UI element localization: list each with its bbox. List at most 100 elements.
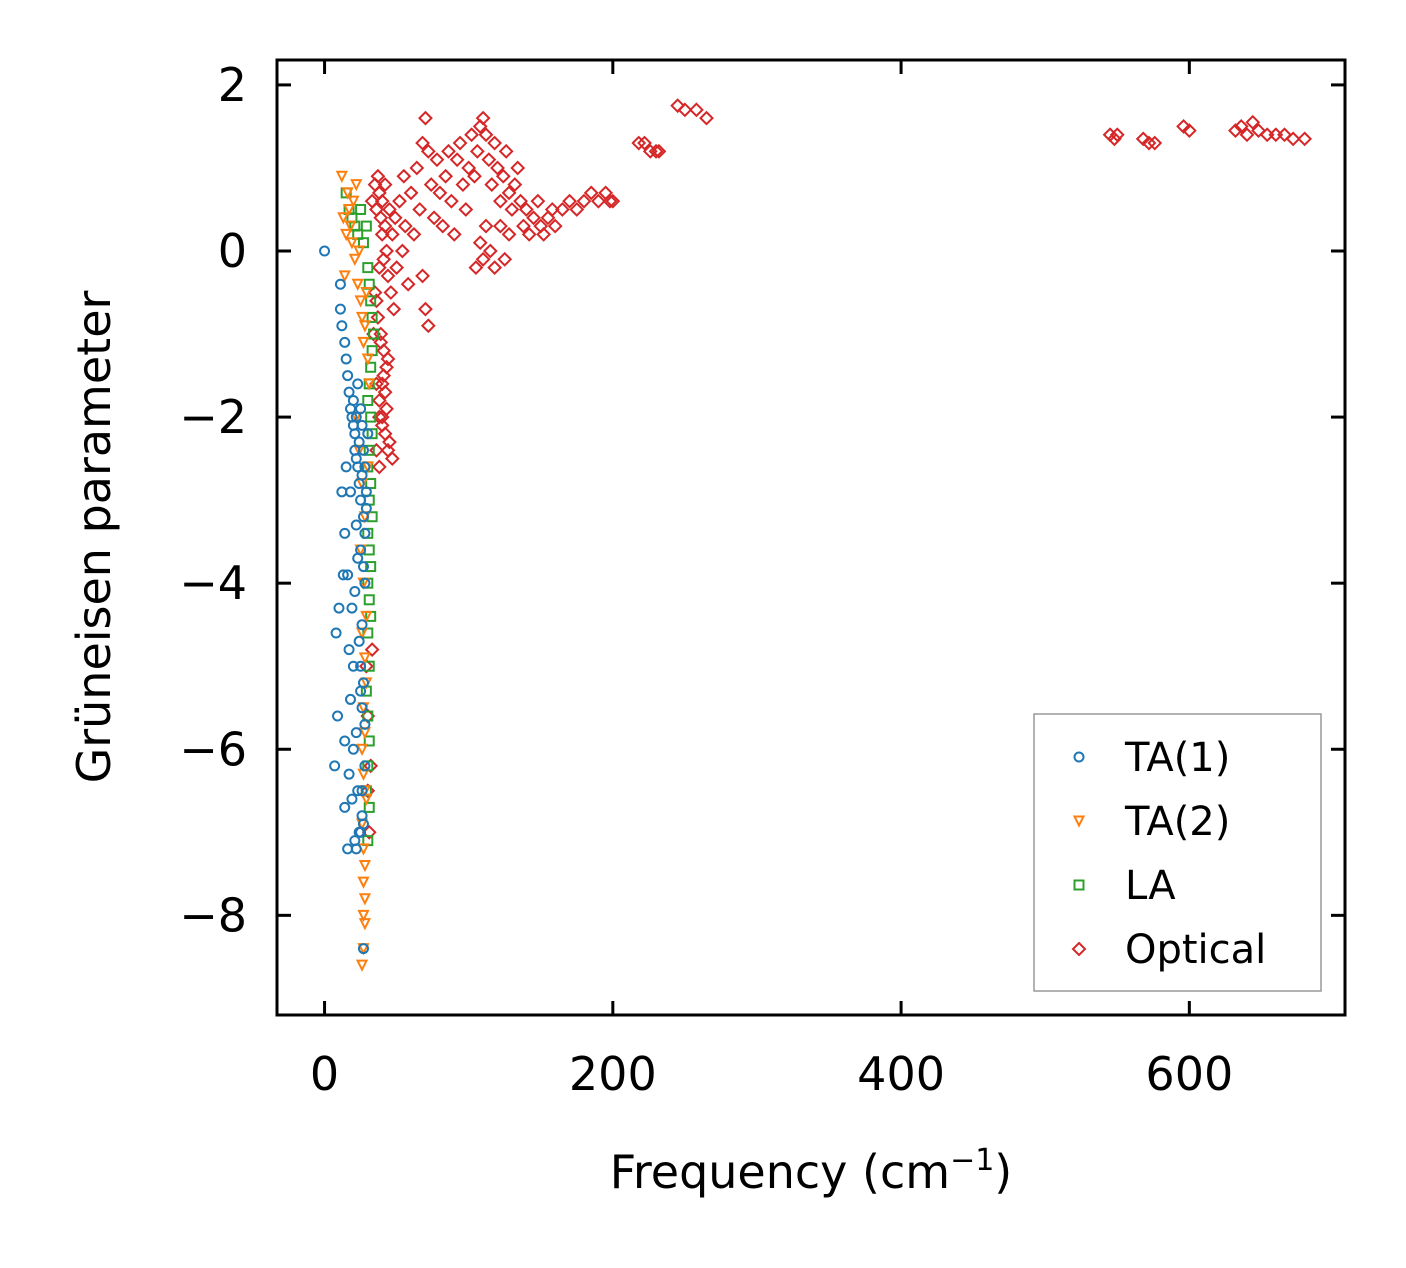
point-ta-1- bbox=[339, 527, 351, 539]
point-optical bbox=[554, 202, 570, 217]
point-optical bbox=[689, 102, 704, 118]
legend-label-optical: Optical bbox=[1125, 927, 1266, 973]
y-tick-label: −2 bbox=[179, 390, 247, 444]
point-optical bbox=[526, 210, 541, 226]
point-optical bbox=[371, 260, 387, 276]
point-ta-1- bbox=[334, 303, 346, 315]
point-optical bbox=[377, 384, 393, 400]
point-optical bbox=[379, 243, 394, 259]
point-optical bbox=[492, 218, 508, 234]
point-la bbox=[363, 801, 375, 813]
point-optical bbox=[371, 393, 387, 408]
point-optical bbox=[426, 210, 442, 226]
point-optical bbox=[475, 251, 491, 267]
point-optical bbox=[602, 193, 618, 209]
legend: TA(1) TA(2) LA Optical bbox=[1033, 713, 1322, 992]
x-tick-label: 400 bbox=[857, 1047, 945, 1101]
point-optical bbox=[501, 226, 517, 242]
point-optical bbox=[386, 301, 402, 317]
point-optical bbox=[547, 218, 563, 234]
point-optical bbox=[569, 202, 585, 217]
point-optical bbox=[497, 251, 513, 267]
point-optical bbox=[510, 160, 526, 176]
point-ta-1- bbox=[357, 561, 369, 573]
point-ta-2- bbox=[355, 959, 369, 972]
point-optical bbox=[377, 218, 393, 234]
x-axis-label: Frequency (cm−1) bbox=[610, 1143, 1013, 1199]
point-optical bbox=[452, 135, 468, 151]
legend-marker-ta-2- bbox=[1072, 815, 1086, 828]
point-optical bbox=[516, 218, 531, 234]
point-la bbox=[355, 203, 367, 215]
point-ta-2- bbox=[337, 212, 350, 225]
point-optical bbox=[490, 160, 505, 176]
point-optical bbox=[420, 143, 436, 159]
point-optical bbox=[472, 235, 488, 251]
point-la bbox=[365, 561, 377, 573]
point-optical bbox=[449, 152, 465, 168]
point-optical bbox=[478, 127, 494, 143]
point-optical bbox=[484, 177, 500, 192]
point-optical bbox=[501, 185, 517, 201]
point-ta-1- bbox=[359, 527, 371, 539]
point-ta-1- bbox=[346, 602, 358, 614]
point-optical bbox=[396, 168, 412, 184]
point-ta-1- bbox=[353, 635, 365, 647]
point-optical bbox=[475, 110, 491, 126]
point-optical bbox=[478, 218, 494, 234]
point-ta-1- bbox=[350, 727, 362, 739]
point-optical bbox=[377, 177, 393, 192]
point-optical bbox=[369, 442, 384, 458]
point-la bbox=[360, 220, 372, 232]
point-optical bbox=[358, 658, 374, 674]
point-optical bbox=[562, 193, 577, 209]
point-optical bbox=[392, 193, 407, 209]
point-ta-1- bbox=[360, 486, 372, 498]
point-optical bbox=[670, 98, 686, 114]
point-optical bbox=[406, 226, 422, 242]
point-ta-1- bbox=[340, 353, 352, 365]
point-ta-2- bbox=[355, 743, 369, 756]
point-ta-1- bbox=[333, 602, 345, 614]
point-optical bbox=[435, 218, 451, 234]
point-ta-1- bbox=[355, 660, 367, 672]
point-optical bbox=[412, 202, 428, 217]
point-ta-1- bbox=[352, 785, 364, 797]
y-tick-label: −6 bbox=[179, 722, 247, 776]
point-optical bbox=[498, 143, 514, 159]
point-ta-1- bbox=[352, 552, 364, 564]
point-optical bbox=[472, 119, 488, 134]
x-axis-label-main: Frequency (cm bbox=[610, 1145, 950, 1199]
x-axis-label-end: ) bbox=[994, 1145, 1012, 1199]
point-optical bbox=[380, 351, 396, 367]
point-ta-1- bbox=[350, 411, 362, 423]
point-ta-1- bbox=[339, 801, 351, 813]
point-ta-1- bbox=[356, 702, 368, 714]
point-ta-2- bbox=[358, 320, 372, 333]
x-tick-label: 200 bbox=[569, 1047, 657, 1101]
data-points-layer bbox=[319, 98, 1313, 972]
series-ta-1- bbox=[319, 245, 374, 955]
y-tick-label: −8 bbox=[179, 888, 247, 942]
point-optical bbox=[1268, 127, 1284, 143]
legend-marker-la bbox=[1073, 879, 1085, 891]
point-ta-1- bbox=[352, 461, 364, 473]
point-ta-2- bbox=[357, 336, 370, 350]
point-optical bbox=[495, 168, 511, 184]
point-ta-1- bbox=[339, 735, 351, 747]
point-optical bbox=[418, 110, 433, 126]
point-optical bbox=[544, 202, 560, 217]
point-optical bbox=[1135, 131, 1151, 147]
y-tick-label: 0 bbox=[218, 224, 247, 278]
point-optical bbox=[369, 293, 384, 309]
y-tick-label: 2 bbox=[218, 58, 247, 112]
point-optical bbox=[464, 127, 479, 143]
point-optical bbox=[458, 202, 474, 217]
series-la bbox=[340, 187, 380, 847]
point-ta-2- bbox=[341, 187, 354, 200]
point-optical bbox=[583, 185, 599, 201]
point-optical bbox=[371, 459, 387, 475]
point-optical bbox=[1259, 127, 1275, 143]
